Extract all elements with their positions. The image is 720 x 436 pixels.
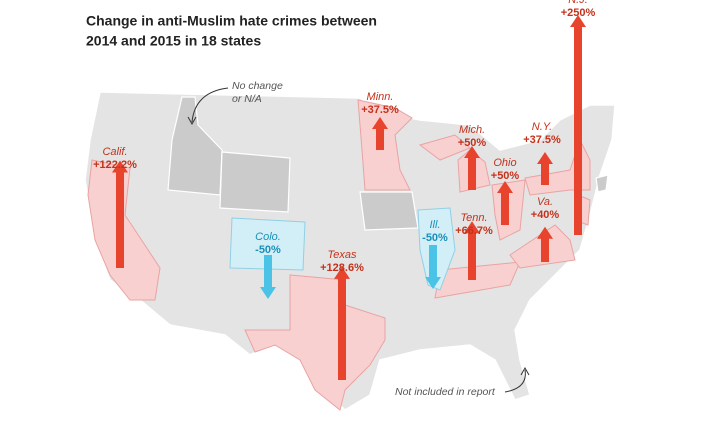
state-value: -50%	[422, 232, 448, 244]
arrow	[112, 160, 128, 268]
state-name: Mich.	[459, 124, 485, 136]
arrow	[537, 152, 553, 185]
arrow	[570, 15, 586, 235]
annotation-arrow	[191, 87, 229, 123]
state-value: +50%	[458, 137, 487, 149]
state-value: +66.7%	[455, 225, 493, 237]
arrow	[260, 255, 276, 299]
annotation-arrow	[520, 366, 530, 376]
annotation-arrow	[504, 369, 526, 393]
state-value: -50%	[255, 244, 281, 256]
state-name: Va.	[537, 196, 553, 208]
state-name: Calif.	[102, 146, 127, 158]
state-name: N.Y.	[532, 121, 552, 133]
state-value: +37.5%	[361, 104, 399, 116]
no-data-states	[167, 96, 609, 231]
annotation: No change	[232, 80, 283, 92]
state-value: +122.2%	[93, 159, 137, 171]
annotation: Not included in report	[395, 386, 496, 398]
state-value: +37.5%	[523, 134, 561, 146]
arrow	[464, 221, 480, 280]
state-name: Texas	[328, 249, 357, 261]
state-value: +40%	[531, 209, 560, 221]
state-value: +50%	[491, 170, 520, 182]
state-name: Ohio	[493, 157, 516, 169]
state-name: Colo.	[255, 231, 281, 243]
state-name: N.J.	[568, 0, 588, 6]
state-name: Minn.	[367, 91, 394, 103]
annotation: or N/A	[232, 93, 262, 105]
title: Change in anti-Muslim hate crimes betwee…	[86, 13, 377, 29]
state-value: +128.6%	[320, 262, 364, 274]
state-value: +250%	[561, 7, 596, 19]
arrow	[425, 245, 441, 289]
state-name: Tenn.	[460, 212, 487, 224]
arrow	[537, 226, 553, 262]
arrow	[372, 117, 388, 150]
arrow	[464, 146, 480, 190]
arrow	[334, 266, 350, 380]
state-name: Ill.	[430, 219, 441, 231]
annotation-arrow	[187, 116, 197, 126]
title: 2014 and 2015 in 18 states	[86, 33, 261, 49]
arrow	[497, 181, 513, 225]
